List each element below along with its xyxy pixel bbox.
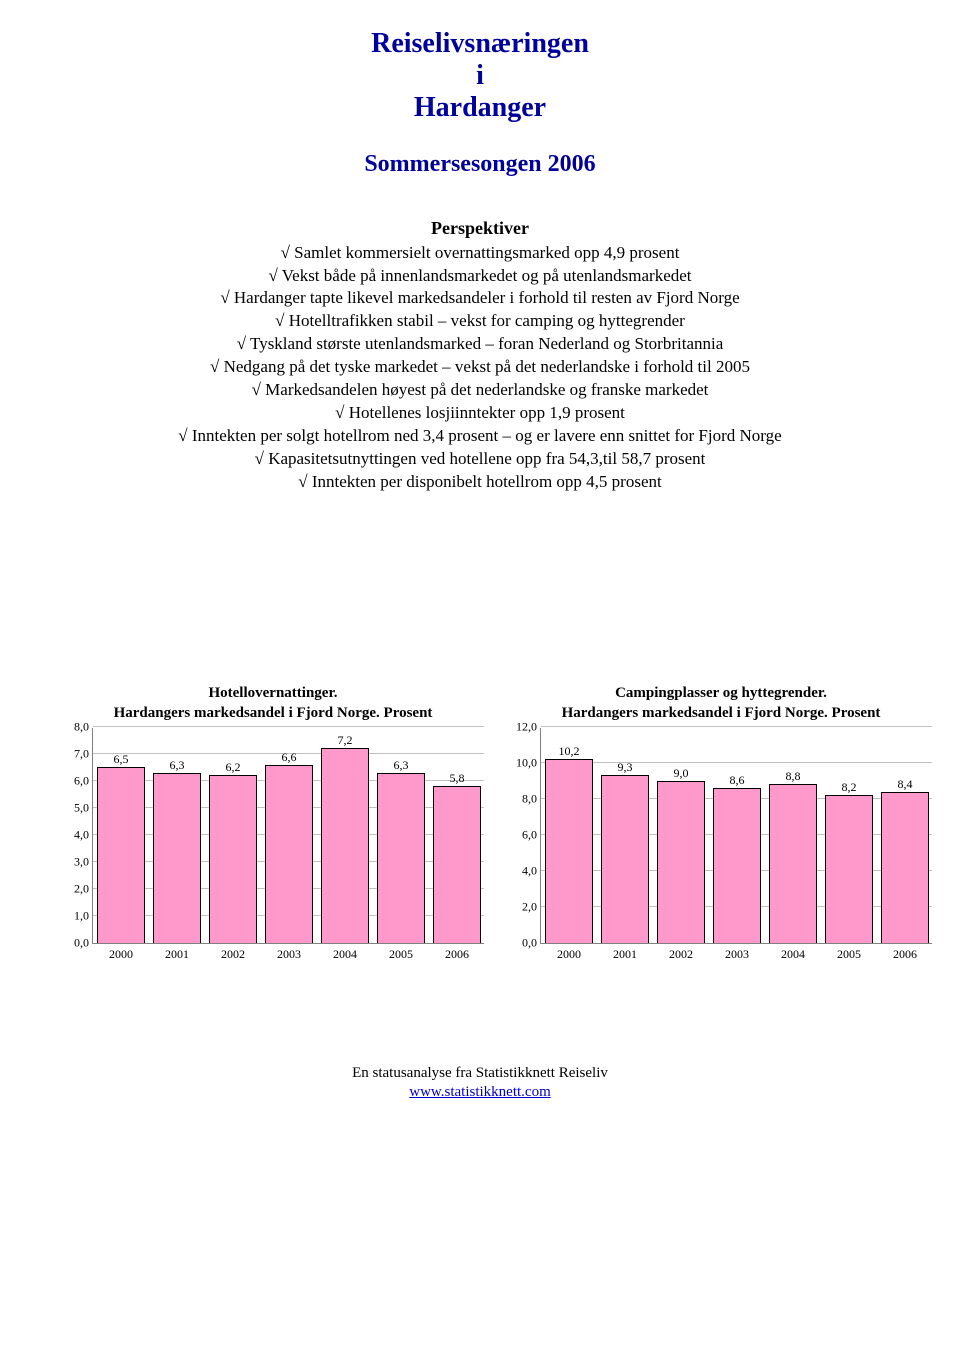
y-tick-label: 7,0 — [74, 746, 89, 761]
y-tick-label: 0,0 — [522, 935, 537, 950]
bar-value-label: 6,5 — [98, 752, 144, 767]
x-tick-label: 2003 — [277, 947, 301, 962]
y-tick-label: 12,0 — [516, 719, 537, 734]
subtitle: Sommersesongen 2006 — [58, 151, 902, 178]
page-root: Reiselivsnæringen i Hardanger Sommerseso… — [0, 0, 960, 1133]
gridline — [541, 762, 932, 763]
x-tick-label: 2004 — [781, 947, 805, 962]
gridline — [541, 726, 932, 727]
bar: 6,3 — [377, 773, 425, 943]
bar: 6,6 — [265, 765, 313, 943]
chart1-title1: Hotellovernattinger. — [58, 684, 488, 702]
charts-row: Hotellovernattinger. Hardangers markedsa… — [58, 684, 902, 964]
x-tick-label: 2003 — [725, 947, 749, 962]
y-tick-label: 3,0 — [74, 854, 89, 869]
chart2-column: Campingplasser og hyttegrender. Hardange… — [506, 684, 936, 964]
chart2-title1: Campingplasser og hyttegrender. — [506, 684, 936, 702]
x-tick-label: 2002 — [669, 947, 693, 962]
chart1-title2: Hardangers markedsandel i Fjord Norge. P… — [58, 704, 488, 722]
bar: 6,3 — [153, 773, 201, 943]
bar: 7,2 — [321, 748, 369, 942]
perspective-item: √ Kapasitetsutnyttingen ved hotellene op… — [58, 448, 902, 471]
y-tick-label: 6,0 — [522, 827, 537, 842]
x-tick-label: 2006 — [445, 947, 469, 962]
perspective-item: √ Samlet kommersielt overnattingsmarked … — [58, 242, 902, 265]
perspective-item: √ Nedgang på det tyske markedet – vekst … — [58, 356, 902, 379]
gridline — [93, 726, 484, 727]
x-tick-label: 2000 — [557, 947, 581, 962]
bar-value-label: 9,3 — [602, 760, 648, 775]
perspective-item: √ Hardanger tapte likevel markedsandeler… — [58, 287, 902, 310]
y-tick-label: 4,0 — [522, 863, 537, 878]
main-title-line2: i — [58, 60, 902, 92]
y-tick-label: 8,0 — [522, 791, 537, 806]
bar: 10,2 — [545, 759, 593, 943]
x-tick-label: 2006 — [893, 947, 917, 962]
bar-value-label: 6,6 — [266, 750, 312, 765]
x-tick-label: 2005 — [389, 947, 413, 962]
bar: 6,5 — [97, 767, 145, 943]
chart-plot-area: 0,01,02,03,04,05,06,07,08,06,520006,3200… — [92, 728, 484, 944]
y-tick-label: 4,0 — [74, 827, 89, 842]
bar-value-label: 6,3 — [378, 758, 424, 773]
y-tick-label: 5,0 — [74, 800, 89, 815]
x-tick-label: 2004 — [333, 947, 357, 962]
y-tick-label: 0,0 — [74, 935, 89, 950]
y-tick-label: 1,0 — [74, 908, 89, 923]
footer-link[interactable]: www.statistikknett.com — [409, 1084, 551, 1100]
bar-value-label: 8,8 — [770, 769, 816, 784]
perspective-item: √ Markedsandelen høyest på det nederland… — [58, 379, 902, 402]
bar-value-label: 6,2 — [210, 760, 256, 775]
title-block: Reiselivsnæringen i Hardanger Sommerseso… — [58, 28, 902, 178]
bar: 8,4 — [881, 792, 929, 943]
x-tick-label: 2001 — [613, 947, 637, 962]
main-title-line3: Hardanger — [58, 92, 902, 124]
perspective-item: √ Vekst både på innenlandsmarkedet og på… — [58, 265, 902, 288]
x-tick-label: 2002 — [221, 947, 245, 962]
x-tick-label: 2000 — [109, 947, 133, 962]
perspective-item: √ Inntekten per solgt hotellrom ned 3,4 … — [58, 425, 902, 448]
chart1-frame: 0,01,02,03,04,05,06,07,08,06,520006,3200… — [58, 724, 488, 964]
bar: 8,8 — [769, 784, 817, 942]
bar-value-label: 6,3 — [154, 758, 200, 773]
chart2-frame: 0,02,04,06,08,010,012,010,220009,320019,… — [506, 724, 936, 964]
footer-line1: En statusanalyse fra Statistikknett Reis… — [58, 1064, 902, 1084]
perspective-item: √ Hotellenes losjiinntekter opp 1,9 pros… — [58, 402, 902, 425]
bar-value-label: 9,0 — [658, 766, 704, 781]
bar-value-label: 5,8 — [434, 771, 480, 786]
bar: 8,6 — [713, 788, 761, 943]
bar: 5,8 — [433, 786, 481, 943]
chart2-title2: Hardangers markedsandel i Fjord Norge. P… — [506, 704, 936, 722]
footer: En statusanalyse fra Statistikknett Reis… — [58, 1064, 902, 1103]
chart1-column: Hotellovernattinger. Hardangers markedsa… — [58, 684, 488, 964]
x-tick-label: 2005 — [837, 947, 861, 962]
y-tick-label: 6,0 — [74, 773, 89, 788]
perspectives-list: √ Samlet kommersielt overnattingsmarked … — [58, 242, 902, 494]
perspectives-heading: Perspektiver — [58, 218, 902, 239]
perspective-item: √ Hotelltrafikken stabil – vekst for cam… — [58, 310, 902, 333]
bar-value-label: 8,6 — [714, 773, 760, 788]
bar: 6,2 — [209, 775, 257, 942]
y-tick-label: 2,0 — [522, 899, 537, 914]
bar: 8,2 — [825, 795, 873, 943]
bar: 9,0 — [657, 781, 705, 943]
bar: 9,3 — [601, 775, 649, 942]
bar-value-label: 7,2 — [322, 733, 368, 748]
bar-value-label: 8,2 — [826, 780, 872, 795]
perspective-item: √ Inntekten per disponibelt hotellrom op… — [58, 471, 902, 494]
main-title-line1: Reiselivsnæringen — [58, 28, 902, 60]
perspective-item: √ Tyskland største utenlandsmarked – for… — [58, 333, 902, 356]
bar-value-label: 10,2 — [546, 744, 592, 759]
y-tick-label: 10,0 — [516, 755, 537, 770]
chart-plot-area: 0,02,04,06,08,010,012,010,220009,320019,… — [540, 728, 932, 944]
y-tick-label: 2,0 — [74, 881, 89, 896]
x-tick-label: 2001 — [165, 947, 189, 962]
y-tick-label: 8,0 — [74, 719, 89, 734]
bar-value-label: 8,4 — [882, 777, 928, 792]
